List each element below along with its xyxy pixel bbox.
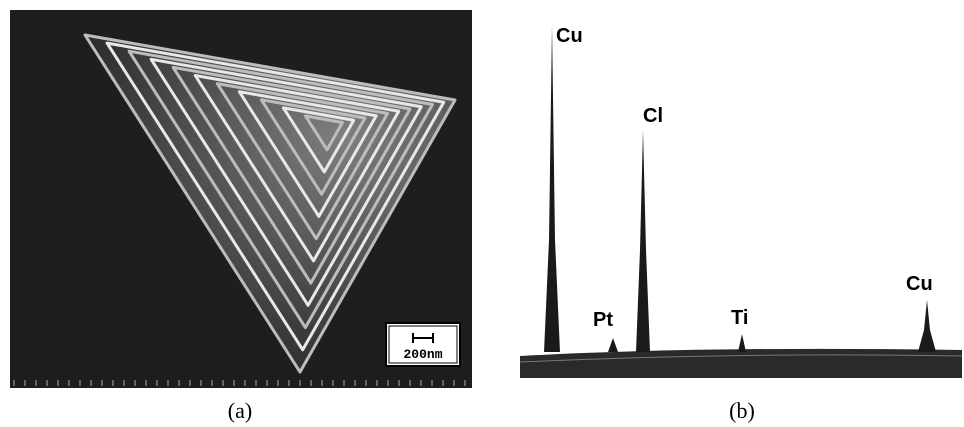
peak-cu-2 [918,300,936,352]
peak-pt [608,338,618,352]
figure: 200nm (a) Cu Cl Pt Ti Cu (b) [0,0,964,427]
peak-label: Cl [643,105,663,127]
peak-cl [636,130,650,352]
peak-label: Pt [593,309,613,331]
spectrum: Cu Cl Pt Ti Cu [520,25,962,378]
caption-a: (a) [228,398,252,423]
caption-b: (b) [729,398,755,423]
peak-label: Cu [556,25,583,47]
peak-label: Cu [906,273,933,295]
scale-bar-label: 200nm [403,347,442,362]
peak-ti [738,334,746,352]
spectrum-baseline [520,349,962,378]
peak-label: Ti [731,307,748,329]
sem-image: 200nm [10,10,472,388]
peak-cu [544,25,560,352]
